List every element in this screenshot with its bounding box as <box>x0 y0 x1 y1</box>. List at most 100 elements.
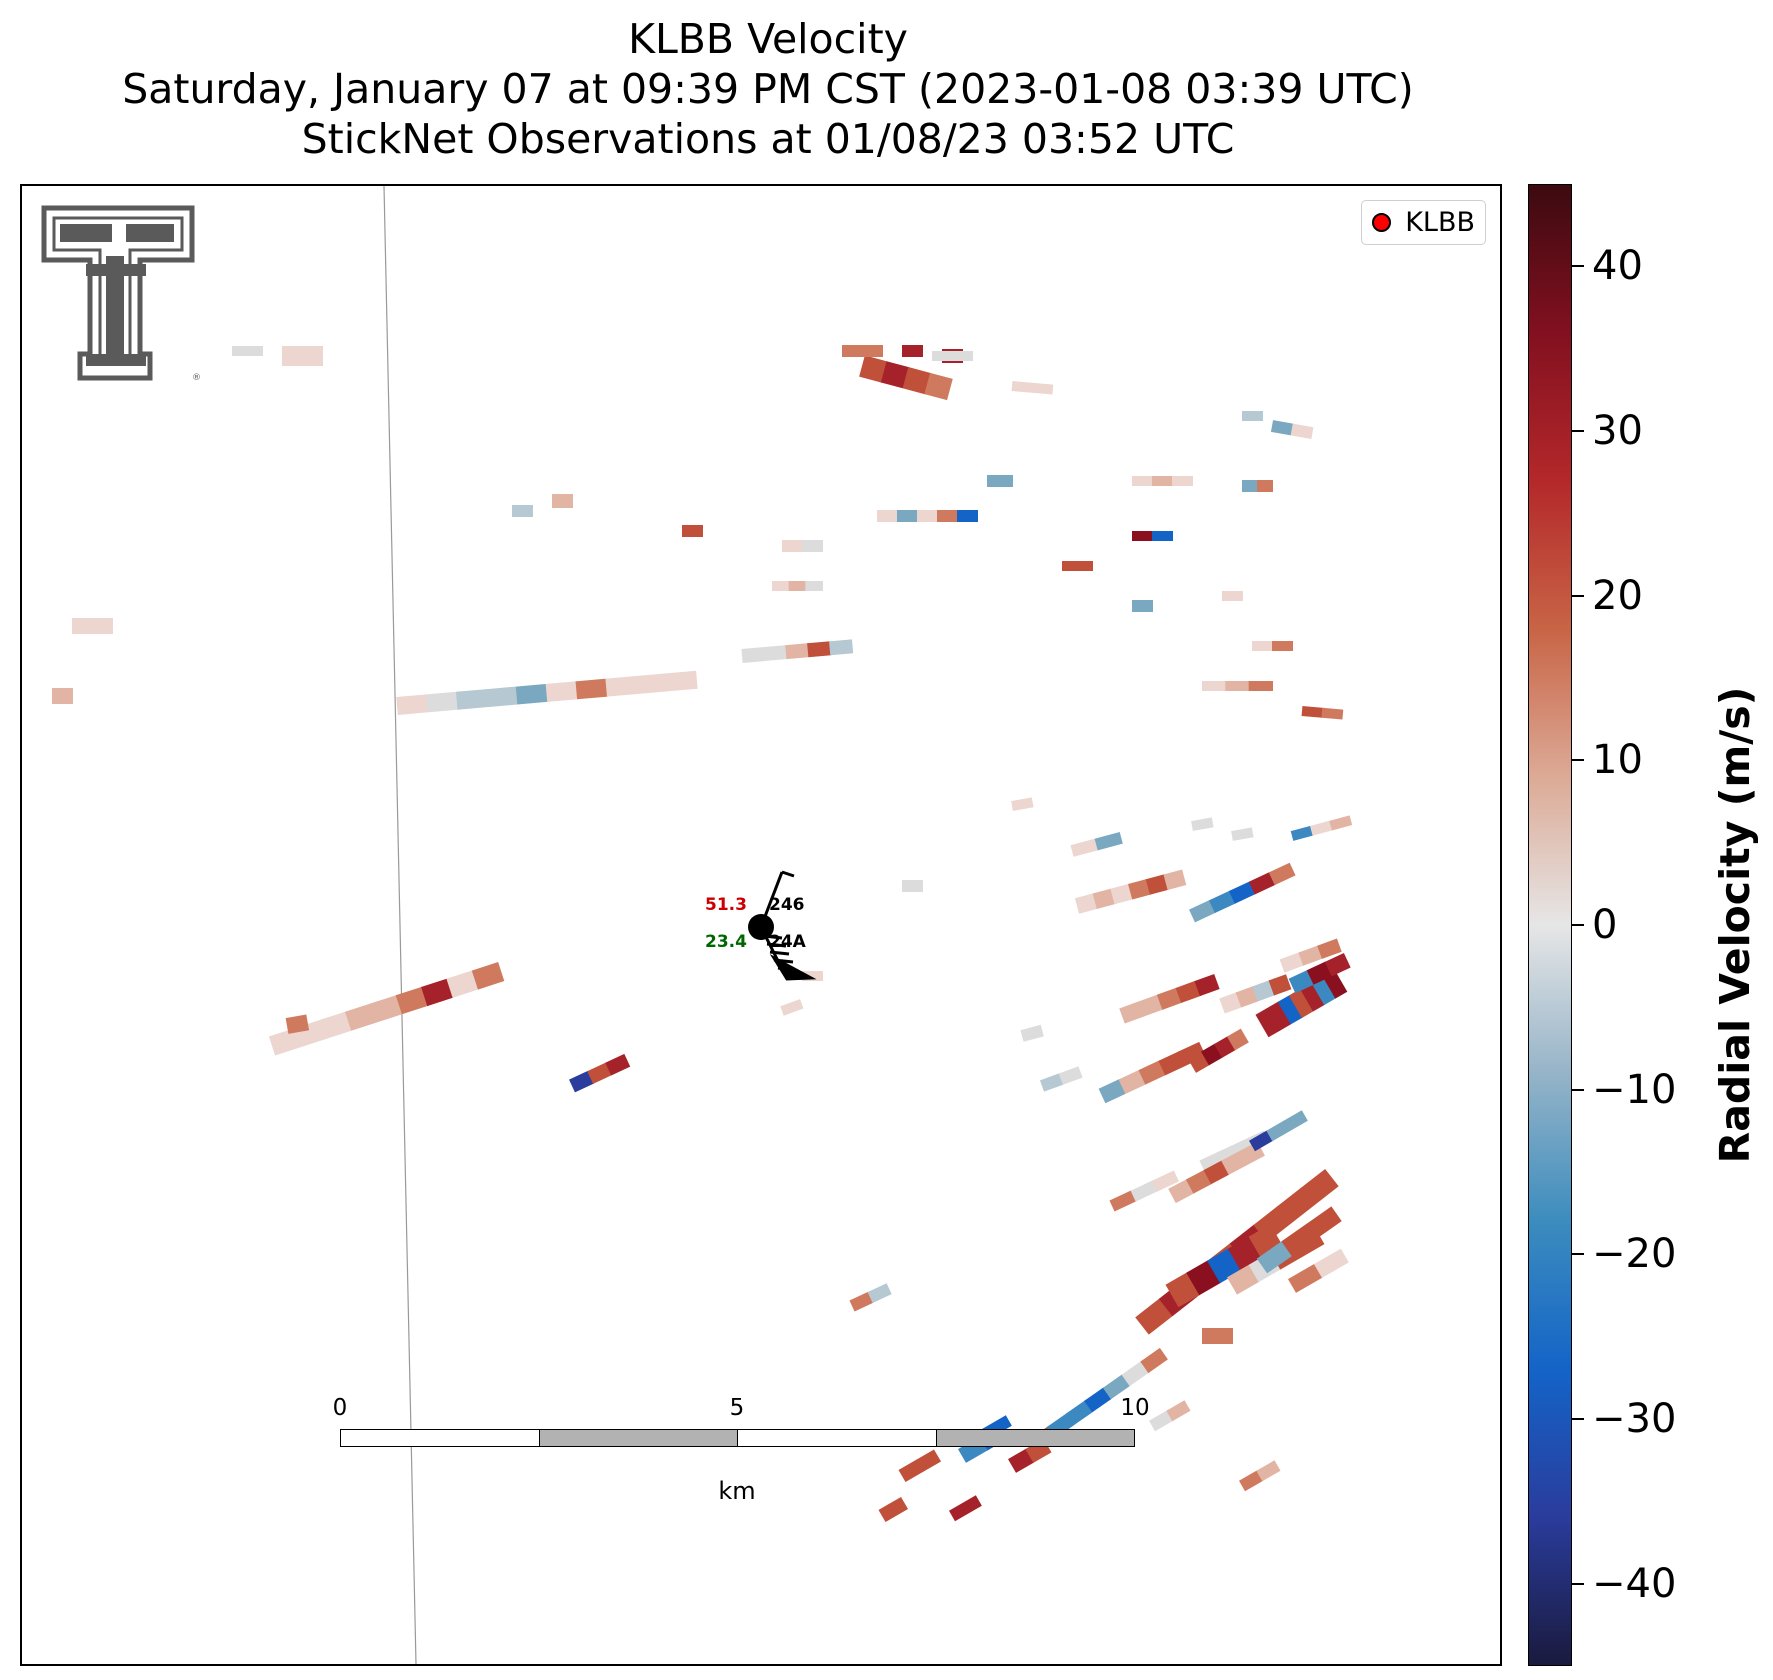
velocity-gate <box>569 1070 594 1093</box>
velocity-gate <box>1058 1066 1083 1085</box>
velocity-gate <box>782 540 803 552</box>
velocity-gate <box>1313 1248 1349 1278</box>
velocity-gate <box>396 694 429 715</box>
station-dewpoint: 23.4 <box>705 932 747 952</box>
velocity-gate <box>1140 1347 1168 1374</box>
velocity-gate <box>605 676 638 697</box>
colorbar-tick-mark <box>1572 594 1584 597</box>
velocity-gate <box>512 505 533 517</box>
velocity-gate <box>1321 707 1344 720</box>
velocity-gate <box>1189 899 1216 923</box>
velocity-gate <box>1084 1387 1112 1413</box>
velocity-gate <box>1138 994 1164 1017</box>
colorbar-tick-label: −30 <box>1592 1396 1677 1442</box>
velocity-gate <box>515 683 549 705</box>
velocity-gate <box>1074 893 1098 914</box>
velocity-gate <box>455 689 489 710</box>
velocity-gate <box>1305 1206 1342 1239</box>
title-radar: KLBB Velocity <box>628 15 908 63</box>
velocity-gate <box>282 346 323 366</box>
legend-label: KLBB <box>1405 207 1475 238</box>
velocity-field <box>52 186 1353 1664</box>
velocity-gate <box>545 681 579 702</box>
velocity-gate <box>788 581 807 591</box>
velocity-gate <box>1202 681 1227 691</box>
velocity-gate <box>1310 820 1333 836</box>
velocity-gate <box>917 510 938 522</box>
velocity-gate <box>665 670 698 692</box>
velocity-gate <box>1121 1361 1150 1387</box>
texas-tech-double-t-logo: ® <box>41 205 201 383</box>
velocity-gate <box>1281 1223 1318 1257</box>
velocity-gate <box>802 971 823 981</box>
velocity-gate <box>1109 1190 1137 1212</box>
velocity-gate <box>1094 832 1123 851</box>
velocity-gate <box>1324 952 1351 977</box>
velocity-gate <box>344 1003 378 1031</box>
velocity-gate <box>932 351 973 361</box>
velocity-gate <box>957 510 978 522</box>
velocity-gate <box>1118 1069 1147 1094</box>
velocity-gate <box>426 691 459 713</box>
velocity-gate <box>1252 641 1273 651</box>
velocity-gate <box>1065 1400 1094 1426</box>
velocity-gate <box>902 880 923 892</box>
velocity-gate <box>552 494 573 508</box>
velocity-gate <box>1062 561 1093 571</box>
velocity-gate <box>924 372 953 401</box>
colorbar-tick-mark <box>1572 430 1584 432</box>
velocity-gate <box>52 688 73 704</box>
velocity-gate <box>1301 706 1324 718</box>
velocity-gate <box>605 1053 631 1076</box>
colorbar-tick-label: 10 <box>1592 737 1643 784</box>
velocity-gate <box>285 1014 310 1034</box>
velocity-gate <box>1166 1400 1191 1422</box>
velocity-gate <box>1151 1170 1179 1192</box>
station-id-bottom: 24A <box>769 932 806 952</box>
velocity-gate <box>1194 973 1220 997</box>
velocity-gate <box>902 345 923 357</box>
velocity-gate <box>829 639 854 656</box>
velocity-gate <box>370 994 403 1023</box>
colorbar-tick-mark <box>1572 265 1584 268</box>
velocity-colorbar <box>1528 184 1572 1666</box>
velocity-gate <box>1270 420 1294 436</box>
velocity-gate <box>1235 986 1259 1008</box>
velocity-gate <box>1283 1110 1308 1132</box>
velocity-gate <box>1290 825 1314 841</box>
velocity-gate <box>1158 1051 1187 1076</box>
velocity-gate <box>1163 869 1187 891</box>
velocity-gate <box>1226 1264 1260 1295</box>
velocity-gate <box>937 510 958 522</box>
velocity-gate <box>1300 1168 1339 1206</box>
velocity-gate <box>1228 881 1256 904</box>
velocity-gate <box>1220 1140 1248 1162</box>
velocity-gate <box>915 1449 942 1473</box>
velocity-gate <box>1248 681 1273 691</box>
velocity-gate <box>1185 1169 1212 1194</box>
scale-tick-10: 10 <box>1120 1395 1150 1421</box>
station-temperature: 51.3 <box>705 895 747 915</box>
velocity-gate <box>1130 1180 1158 1202</box>
velocity-gate <box>446 970 479 998</box>
velocity-gate <box>1298 945 1323 966</box>
velocity-gate <box>1226 1028 1249 1051</box>
velocity-gate <box>1256 1460 1281 1482</box>
velocity-gate <box>842 345 883 357</box>
velocity-gate <box>802 540 823 552</box>
velocity-gate <box>1219 992 1243 1014</box>
colorbar-tick-label: 0 <box>1592 902 1618 948</box>
velocity-gate <box>1300 982 1326 1012</box>
velocity-gate <box>1011 381 1054 395</box>
velocity-gate <box>1238 1470 1264 1492</box>
title-sticknet: StickNet Observations at 01/08/23 03:52 … <box>301 115 1235 163</box>
velocity-gate <box>1311 975 1337 1006</box>
velocity-gate <box>1152 531 1173 541</box>
velocity-gate <box>421 978 454 1007</box>
title-datetime: Saturday, January 07 at 09:39 PM CST (20… <box>122 65 1414 113</box>
velocity-gate <box>859 355 888 383</box>
velocity-gate <box>1092 888 1116 909</box>
svg-text:®: ® <box>192 373 201 383</box>
radar-map[interactable]: ® KLBB 51.3 246 23.4 24A <box>20 184 1502 1666</box>
colorbar-tick-mark <box>1572 1088 1584 1091</box>
